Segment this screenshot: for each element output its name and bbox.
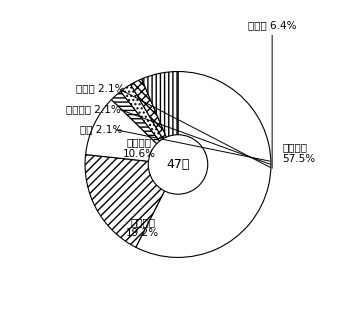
Text: 厚生年金
19.2%: 厚生年金 19.2% <box>126 217 159 238</box>
Wedge shape <box>85 100 178 164</box>
Text: 恩給 2.1%: 恩給 2.1% <box>80 124 123 134</box>
Wedge shape <box>85 155 178 247</box>
Wedge shape <box>142 72 178 164</box>
Text: その他 2.1%: その他 2.1% <box>76 83 124 93</box>
Text: 共済年金
10.6%: 共済年金 10.6% <box>122 137 156 158</box>
Wedge shape <box>136 72 271 257</box>
Text: 無回答 6.4%: 無回答 6.4% <box>248 20 297 30</box>
Text: 労災補償 2.1%: 労災補償 2.1% <box>67 104 121 114</box>
Circle shape <box>148 135 208 194</box>
Wedge shape <box>131 79 178 164</box>
Wedge shape <box>111 91 178 164</box>
Wedge shape <box>121 84 178 164</box>
Text: 47人: 47人 <box>166 158 190 171</box>
Text: 国民年金
57.5%: 国民年金 57.5% <box>282 142 315 164</box>
